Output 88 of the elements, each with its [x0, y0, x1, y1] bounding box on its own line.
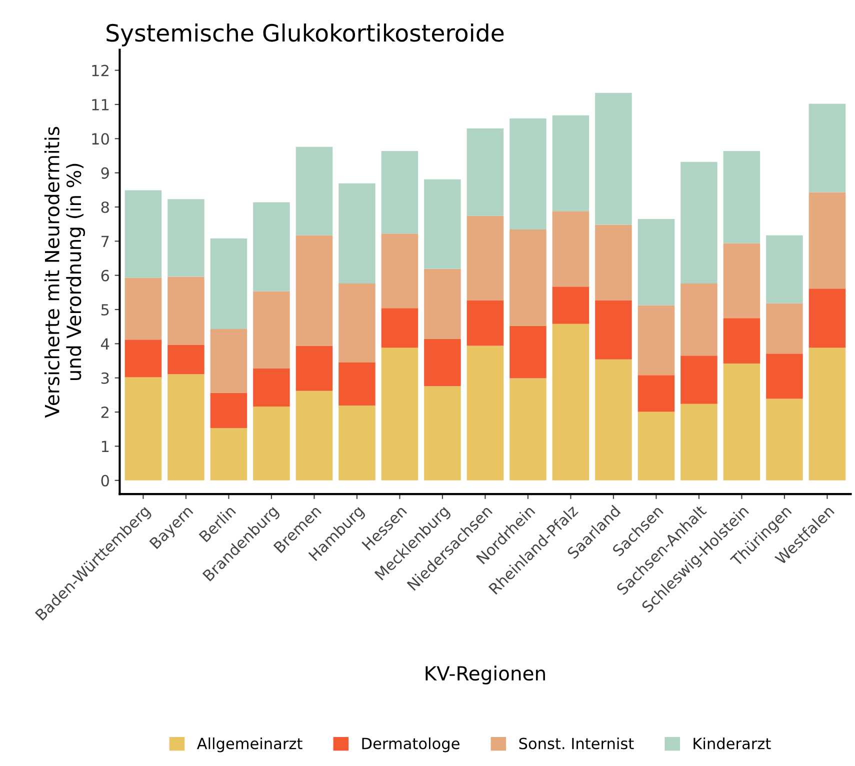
bar [680, 404, 718, 480]
bar [210, 428, 248, 480]
bar [595, 359, 632, 480]
bar [381, 234, 418, 308]
bar [638, 375, 675, 412]
bar [210, 329, 248, 393]
bar [381, 348, 418, 480]
bar [680, 284, 718, 356]
bar [253, 368, 290, 407]
bar [338, 284, 376, 362]
bar [595, 224, 632, 300]
bar [210, 238, 248, 330]
y-tick-label: 11 [92, 99, 109, 110]
bar [766, 303, 803, 354]
bar [124, 278, 162, 340]
bar [424, 338, 461, 386]
bar [510, 378, 546, 480]
legend-label: Sonst. Internist [519, 737, 634, 750]
y-tick-label: 0 [101, 474, 109, 486]
bar [124, 340, 162, 378]
legend-label: Kinderarzt [694, 737, 771, 750]
bar [253, 202, 290, 292]
bar [124, 377, 162, 480]
y-tick-label: 9 [101, 167, 109, 179]
bar [766, 354, 803, 399]
bar [766, 398, 803, 480]
y-tick-label: 1 [102, 440, 109, 452]
bar [296, 235, 333, 346]
bar [210, 392, 248, 428]
bar [723, 364, 760, 480]
bar [552, 115, 590, 212]
bar [296, 390, 333, 480]
bar [466, 216, 504, 300]
bar [595, 92, 632, 225]
bar [338, 406, 376, 480]
y-tick-label: 12 [92, 64, 108, 76]
bar [168, 374, 204, 480]
bar [680, 162, 718, 284]
bar [253, 406, 290, 480]
bar [338, 183, 376, 284]
y-tick-label: 3 [101, 372, 109, 384]
y-tick-label: 7 [102, 236, 109, 247]
bar [552, 286, 590, 324]
y-tick-label: 5 [101, 304, 109, 316]
y-tick-label: 10 [92, 133, 109, 145]
y-axis-title: Versicherte mit Neurodermitis und Verordnung (in %) [44, 126, 85, 418]
bar [808, 104, 846, 192]
bar [296, 146, 333, 236]
bar [808, 288, 846, 348]
bar [680, 356, 718, 404]
bar [638, 305, 675, 376]
bar [552, 211, 590, 287]
bar [510, 230, 546, 326]
y-tick-label: 2 [101, 406, 108, 418]
y-tick-label: 4 [101, 338, 110, 350]
y-tick-label: 6 [101, 270, 110, 282]
legend-label: Dermatologe [362, 737, 460, 752]
bar [766, 235, 803, 304]
bar [124, 190, 162, 278]
bar [466, 300, 504, 346]
bar [552, 324, 590, 480]
bar [338, 362, 376, 406]
bar [808, 192, 846, 289]
bar [424, 179, 461, 269]
bar [595, 300, 632, 360]
bar [638, 412, 675, 480]
bar [424, 386, 461, 480]
bar [253, 291, 290, 368]
chart-title: Systemische Glukokortikosteroide [106, 24, 504, 46]
legend-label: Allgemeinarzt [196, 737, 302, 752]
bar [296, 346, 333, 391]
bar [638, 218, 675, 306]
bar [424, 268, 461, 339]
bar [723, 318, 760, 364]
bar [168, 276, 204, 345]
bar [723, 243, 760, 318]
bar [168, 344, 204, 374]
bar [808, 348, 846, 480]
x-axis-title: KV-Regionen [426, 666, 545, 684]
bar [381, 308, 418, 348]
bar [510, 326, 546, 378]
bar [466, 346, 504, 480]
bar [381, 150, 418, 234]
bar [466, 128, 504, 216]
bar [168, 199, 204, 277]
y-tick-label: 8 [101, 201, 109, 214]
bar [510, 118, 546, 230]
bar [723, 150, 760, 244]
